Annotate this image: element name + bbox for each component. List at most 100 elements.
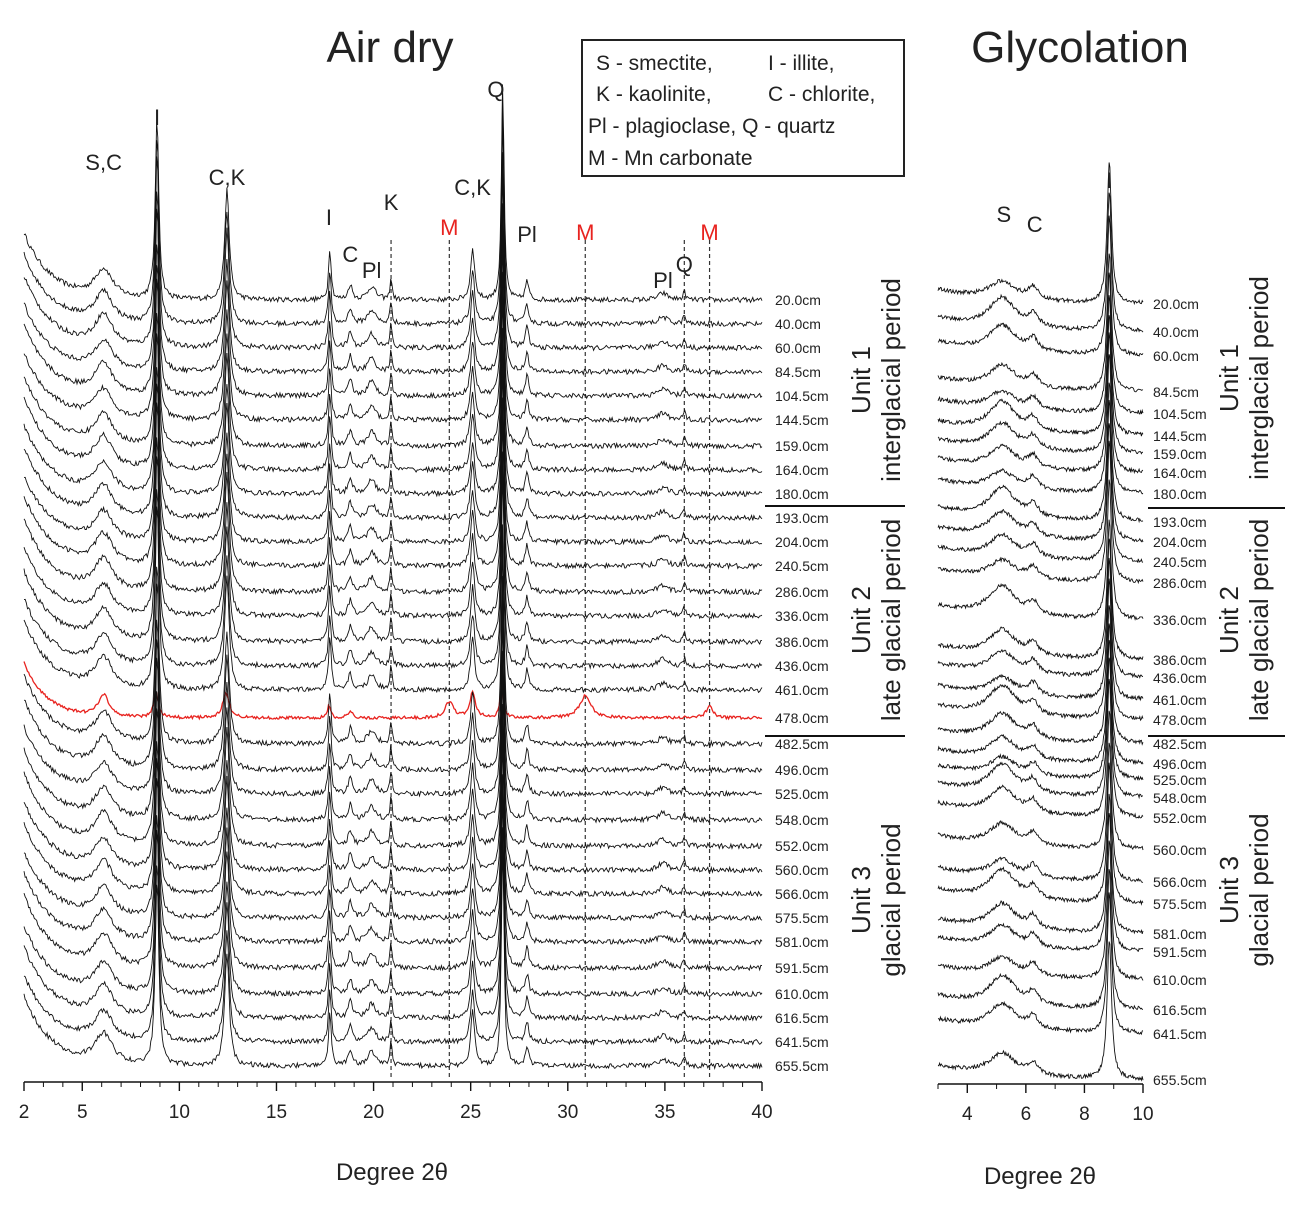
air-trace-164.0cm — [23, 233, 763, 474]
gly-trace-60.0cm — [937, 215, 1144, 357]
air-depth-label: 104.5cm — [775, 388, 829, 404]
air-peak-label-8: C,K — [454, 175, 491, 200]
air-depth-label: 525.0cm — [775, 786, 829, 802]
gly-depth-label: 286.0cm — [1153, 575, 1207, 591]
air-depth-label: 60.0cm — [775, 340, 821, 356]
gly-trace-482.5cm — [937, 605, 1144, 746]
gly-trace-286.0cm — [937, 440, 1144, 585]
gly-trace-193.0cm — [937, 382, 1144, 524]
gly-unit-1-label: Unit 1 interglacial period — [1214, 276, 1274, 480]
gly-x-tick-label: 4 — [962, 1104, 973, 1125]
air-trace-159.0cm — [23, 218, 763, 450]
gly-trace-84.5cm — [937, 253, 1144, 393]
air-trace-581.0cm — [23, 714, 763, 946]
gly-x-tick-label: 6 — [1021, 1104, 1032, 1125]
gly-depth-label: 84.5cm — [1153, 384, 1199, 400]
mineral-legend: S - smectite, I - illite, K - kaolinite,… — [581, 39, 905, 177]
gly-depth-label: 193.0cm — [1153, 514, 1207, 530]
air-trace-104.5cm — [23, 163, 763, 400]
gly-depth-label: 336.0cm — [1153, 612, 1207, 628]
air-trace-180.0cm — [23, 271, 763, 498]
gly-depth-label: 436.0cm — [1153, 670, 1207, 686]
air-unit-2-period: late glacial period — [876, 519, 906, 721]
gly-depth-label: 104.5cm — [1153, 406, 1207, 422]
gly-depth-label: 159.0cm — [1153, 446, 1207, 462]
air-trace-616.5cm — [23, 787, 763, 1022]
air-trace-566.0cm — [23, 665, 763, 898]
air-peak-label-3: I — [326, 205, 332, 230]
gly-trace-159.0cm — [937, 315, 1144, 455]
air-depth-label: 461.0cm — [775, 682, 829, 698]
air-depth-label: 616.5cm — [775, 1010, 829, 1026]
legend-chlorite: C - chlorite, — [768, 83, 875, 106]
gly-depth-label: 386.0cm — [1153, 652, 1207, 668]
air-trace-20.0cm — [23, 84, 763, 304]
air-depth-label: 581.0cm — [775, 934, 829, 950]
air-depth-label: 180.0cm — [775, 486, 829, 502]
air-x-tick-label: 5 — [77, 1102, 88, 1123]
air-trace-496.0cm — [23, 539, 763, 774]
air-depth-label: 193.0cm — [775, 510, 829, 526]
air-trace-610.0cm — [23, 774, 763, 998]
air-peak-label-2: C,K — [209, 165, 246, 190]
gly-trace-336.0cm — [937, 479, 1144, 621]
gly-unit-3-title: Unit 3 — [1214, 856, 1244, 924]
air-depth-label: 164.0cm — [775, 462, 829, 478]
gly-trace-610.0cm — [937, 840, 1144, 981]
air-depth-label: 144.5cm — [775, 412, 829, 428]
air-peak-label-10: Pl — [517, 222, 537, 247]
gly-depth-label: 560.0cm — [1153, 842, 1207, 858]
gly-unit-2-label: Unit 2 late glacial period — [1214, 519, 1274, 721]
gly-depth-label: 548.0cm — [1153, 790, 1207, 806]
air-trace-84.5cm — [23, 152, 763, 376]
air-depth-label: 40.0cm — [775, 316, 821, 332]
gly-trace-40.0cm — [937, 192, 1144, 333]
air-trace-144.5cm — [23, 203, 763, 424]
gly-depth-label: 581.0cm — [1153, 926, 1207, 942]
air-unit-1-label: Unit 1 interglacial period — [846, 278, 906, 482]
air-depth-label: 610.0cm — [775, 986, 829, 1002]
air-peak-label-1: I — [154, 105, 160, 130]
air-depth-label: 20.0cm — [775, 292, 821, 308]
air-x-tick-label: 15 — [266, 1102, 287, 1123]
air-depth-label: 286.0cm — [775, 584, 829, 600]
air-depth-label: 641.5cm — [775, 1034, 829, 1050]
air-depth-label: 240.5cm — [775, 558, 829, 574]
gly-x-axis-label: Degree 2θ — [984, 1163, 1096, 1190]
gly-depth-label: 641.5cm — [1153, 1026, 1207, 1042]
gly-unit-1-period: interglacial period — [1244, 276, 1274, 480]
air-trace-591.5cm — [23, 731, 763, 972]
gly-trace-386.0cm — [937, 519, 1144, 662]
air-trace-436.0cm — [23, 451, 763, 670]
gly-depth-label: 575.5cm — [1153, 896, 1207, 912]
air-x-tick-label: 25 — [460, 1102, 481, 1123]
gly-depth-label: 60.0cm — [1153, 348, 1199, 364]
gly-depth-label: 552.0cm — [1153, 810, 1207, 826]
air-unit-1-period: interglacial period — [876, 278, 906, 482]
air-trace-641.5cm — [23, 827, 763, 1046]
gly-trace-461.0cm — [937, 557, 1144, 702]
air-peak-label-5: Pl — [362, 258, 382, 283]
gly-depth-label: 40.0cm — [1153, 324, 1199, 340]
gly-trace-616.5cm — [937, 869, 1143, 1010]
air-trace-548.0cm — [23, 594, 763, 824]
air-x-tick-label: 10 — [169, 1102, 190, 1123]
air-trace-552.0cm — [23, 613, 763, 850]
air-trace-482.5cm — [23, 524, 763, 748]
gly-depth-label: 591.5cm — [1153, 944, 1207, 960]
air-depth-label: 386.0cm — [775, 634, 829, 650]
gly-x-tick-label: 8 — [1079, 1104, 1090, 1125]
air-depth-label: 566.0cm — [775, 886, 829, 902]
gly-peak-label-2: I — [1106, 168, 1112, 193]
gly-depth-label: 204.0cm — [1153, 534, 1207, 550]
gly-depth-label: 240.5cm — [1153, 554, 1207, 570]
air-dry-plot: 20.0cm 40.0cm 60.0cm 84.5cm 104.5cm 144.5cm 15… — [19, 77, 829, 1123]
gly-trace-641.5cm — [937, 892, 1144, 1036]
air-x-tick-label: 30 — [557, 1102, 578, 1123]
air-trace-655.5cm — [23, 840, 763, 1070]
gly-trace-560.0cm — [937, 710, 1144, 851]
gly-depth-label: 616.5cm — [1153, 1002, 1207, 1018]
air-depth-label: 204.0cm — [775, 534, 829, 550]
air-depth-label: 591.5cm — [775, 960, 829, 976]
